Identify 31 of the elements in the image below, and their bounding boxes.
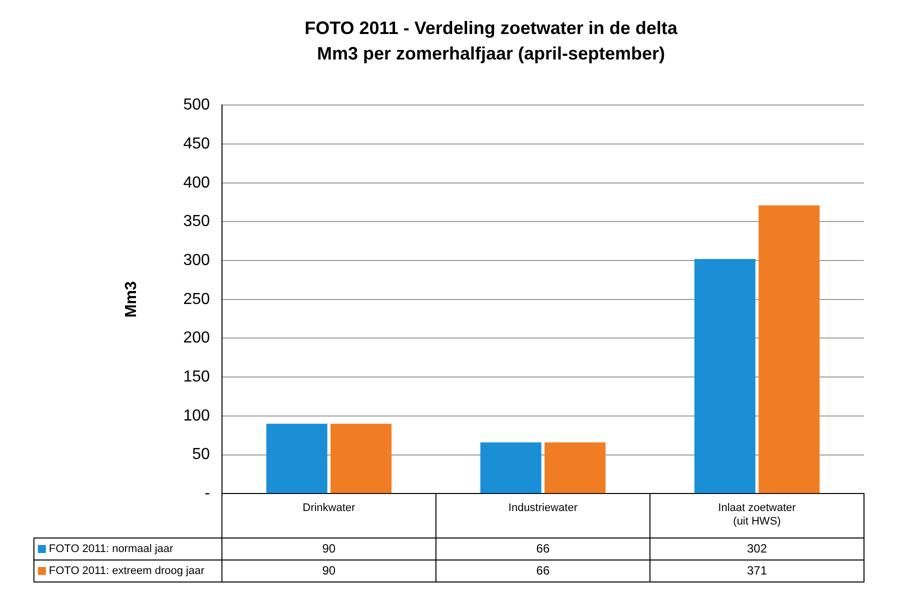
y-tick-label: 150 <box>183 368 210 386</box>
bar <box>758 205 820 494</box>
data-label: 371 <box>746 563 768 578</box>
chart-subtitle: Mm3 per zomerhalfjaar (april-september) <box>316 43 666 64</box>
x-tick-label: Industriewater <box>508 502 578 514</box>
chart-title: FOTO 2011 - Verdeling zoetwater in de delta <box>304 18 678 38</box>
legend-label: FOTO 2011: normaal jaar <box>48 543 174 556</box>
y-tick-label: 100 <box>183 407 210 424</box>
data-label: 90 <box>322 541 336 556</box>
bar <box>544 442 606 494</box>
data-label: 66 <box>536 541 550 556</box>
data-label: 302 <box>746 541 768 556</box>
bar <box>694 259 756 494</box>
y-tick-label: 300 <box>183 252 210 269</box>
y-axis-title: Mm3 <box>123 281 140 318</box>
y-tick-label: 200 <box>183 330 210 347</box>
y-tick-label: 250 <box>183 290 210 308</box>
data-label: 66 <box>536 563 550 578</box>
y-tick-label: 450 <box>183 135 210 152</box>
legend-label: FOTO 2011: extreem droog jaar <box>48 565 205 578</box>
y-tick-label: 350 <box>183 213 210 230</box>
y-tick-label: 50 <box>192 446 210 464</box>
x-tick-label: Drinkwater <box>302 502 356 514</box>
y-tick-label: - <box>204 485 210 502</box>
bar <box>330 424 392 494</box>
bar <box>480 442 542 494</box>
x-tick-label: Inlaat zoetwater (uit HWS) <box>718 502 796 528</box>
data-label: 90 <box>322 563 336 578</box>
bar <box>266 424 328 494</box>
y-tick-label: 400 <box>183 174 210 192</box>
y-tick-label: 500 <box>183 96 210 114</box>
